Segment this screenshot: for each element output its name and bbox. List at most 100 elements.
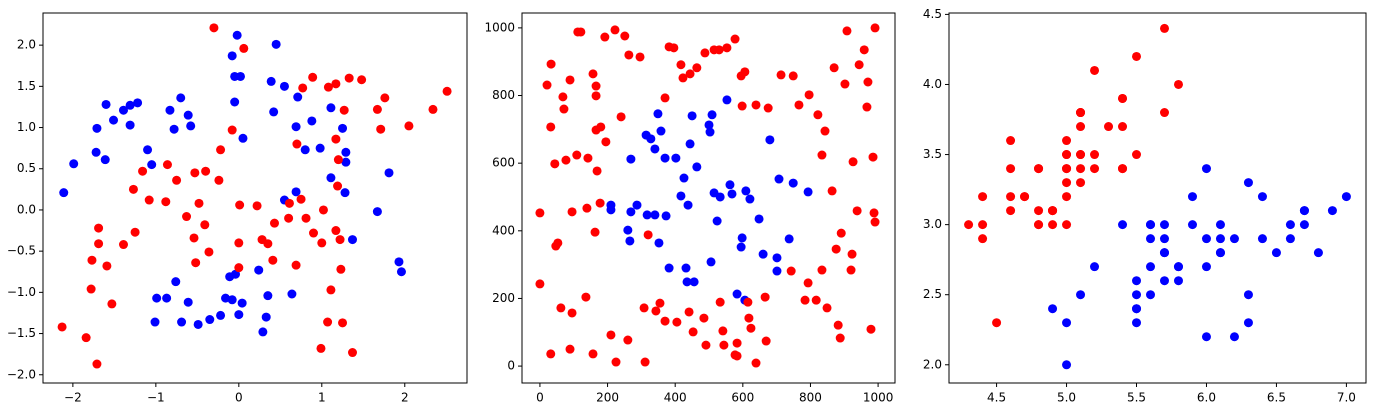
x-tick-label: 6.0 (1197, 391, 1216, 405)
point (376, 124, 386, 134)
point (692, 63, 702, 73)
point (372, 104, 382, 114)
point (772, 266, 782, 276)
point (836, 228, 846, 238)
point (57, 322, 67, 332)
point (279, 81, 289, 91)
point (107, 299, 117, 309)
point (535, 208, 545, 218)
y-tick-label: 0.5 (17, 161, 36, 175)
point (317, 238, 327, 248)
point (1187, 192, 1197, 202)
point (772, 253, 782, 263)
point (684, 307, 694, 317)
y-tick-label: 1.0 (17, 120, 36, 134)
y-tick-label: −1.5 (7, 326, 36, 340)
point (852, 206, 862, 216)
point (813, 110, 823, 120)
point (287, 289, 297, 299)
point (646, 134, 656, 144)
point (252, 201, 262, 211)
point (1146, 262, 1156, 272)
point (625, 236, 635, 246)
point (209, 23, 219, 33)
y-tick-label: 3.5 (923, 147, 942, 161)
point (870, 217, 880, 227)
point (1201, 234, 1211, 244)
point (1243, 290, 1253, 300)
point (442, 86, 452, 96)
point (565, 75, 575, 85)
y-tick-label: 2.0 (17, 38, 36, 52)
point (396, 267, 406, 277)
point (1159, 23, 1169, 33)
point (263, 291, 273, 301)
point (1201, 262, 1211, 272)
point (760, 292, 770, 302)
point (761, 336, 771, 346)
point (847, 249, 857, 259)
y-tick-label: 0.0 (17, 202, 36, 216)
point (743, 297, 753, 307)
point (803, 187, 813, 197)
point (1313, 248, 1323, 258)
point (331, 134, 341, 144)
point (868, 152, 878, 162)
point (357, 75, 367, 85)
point (863, 77, 873, 87)
point (1285, 234, 1295, 244)
point (567, 207, 577, 217)
point (128, 184, 138, 194)
point (610, 25, 620, 35)
point (307, 116, 317, 126)
point (835, 333, 845, 343)
point (1076, 108, 1086, 118)
point (235, 71, 245, 81)
point (700, 48, 710, 58)
point (1257, 234, 1267, 244)
point (232, 30, 242, 40)
point (190, 168, 200, 178)
point (1285, 220, 1295, 230)
point (237, 298, 247, 308)
x-tick-label: 5.5 (1127, 391, 1146, 405)
point (171, 277, 181, 287)
point (692, 162, 702, 172)
point (1076, 178, 1086, 188)
point (234, 310, 244, 320)
point (118, 240, 128, 250)
point (685, 139, 695, 149)
point (227, 125, 237, 135)
point (1173, 79, 1183, 89)
point (737, 101, 747, 111)
point (654, 238, 664, 248)
point (840, 79, 850, 89)
x-tick-label: 2 (401, 391, 409, 405)
point (1062, 220, 1072, 230)
point (740, 67, 750, 77)
point (1034, 220, 1044, 230)
point (326, 103, 336, 113)
point (91, 147, 101, 157)
point (333, 181, 343, 191)
point (591, 81, 601, 91)
point (707, 110, 717, 120)
point (546, 122, 556, 132)
point (705, 127, 715, 137)
point (227, 51, 237, 61)
point (133, 98, 143, 108)
point (1090, 262, 1100, 272)
point (1048, 206, 1058, 216)
point (732, 289, 742, 299)
point (765, 135, 775, 145)
axes-frame (948, 12, 1367, 384)
point (623, 335, 633, 345)
point (316, 343, 326, 353)
y-tick-label: −0.5 (7, 244, 36, 258)
point (776, 70, 786, 80)
point (736, 242, 746, 252)
point (1341, 192, 1351, 202)
point (626, 207, 636, 217)
point (340, 188, 350, 198)
point (1118, 164, 1128, 174)
